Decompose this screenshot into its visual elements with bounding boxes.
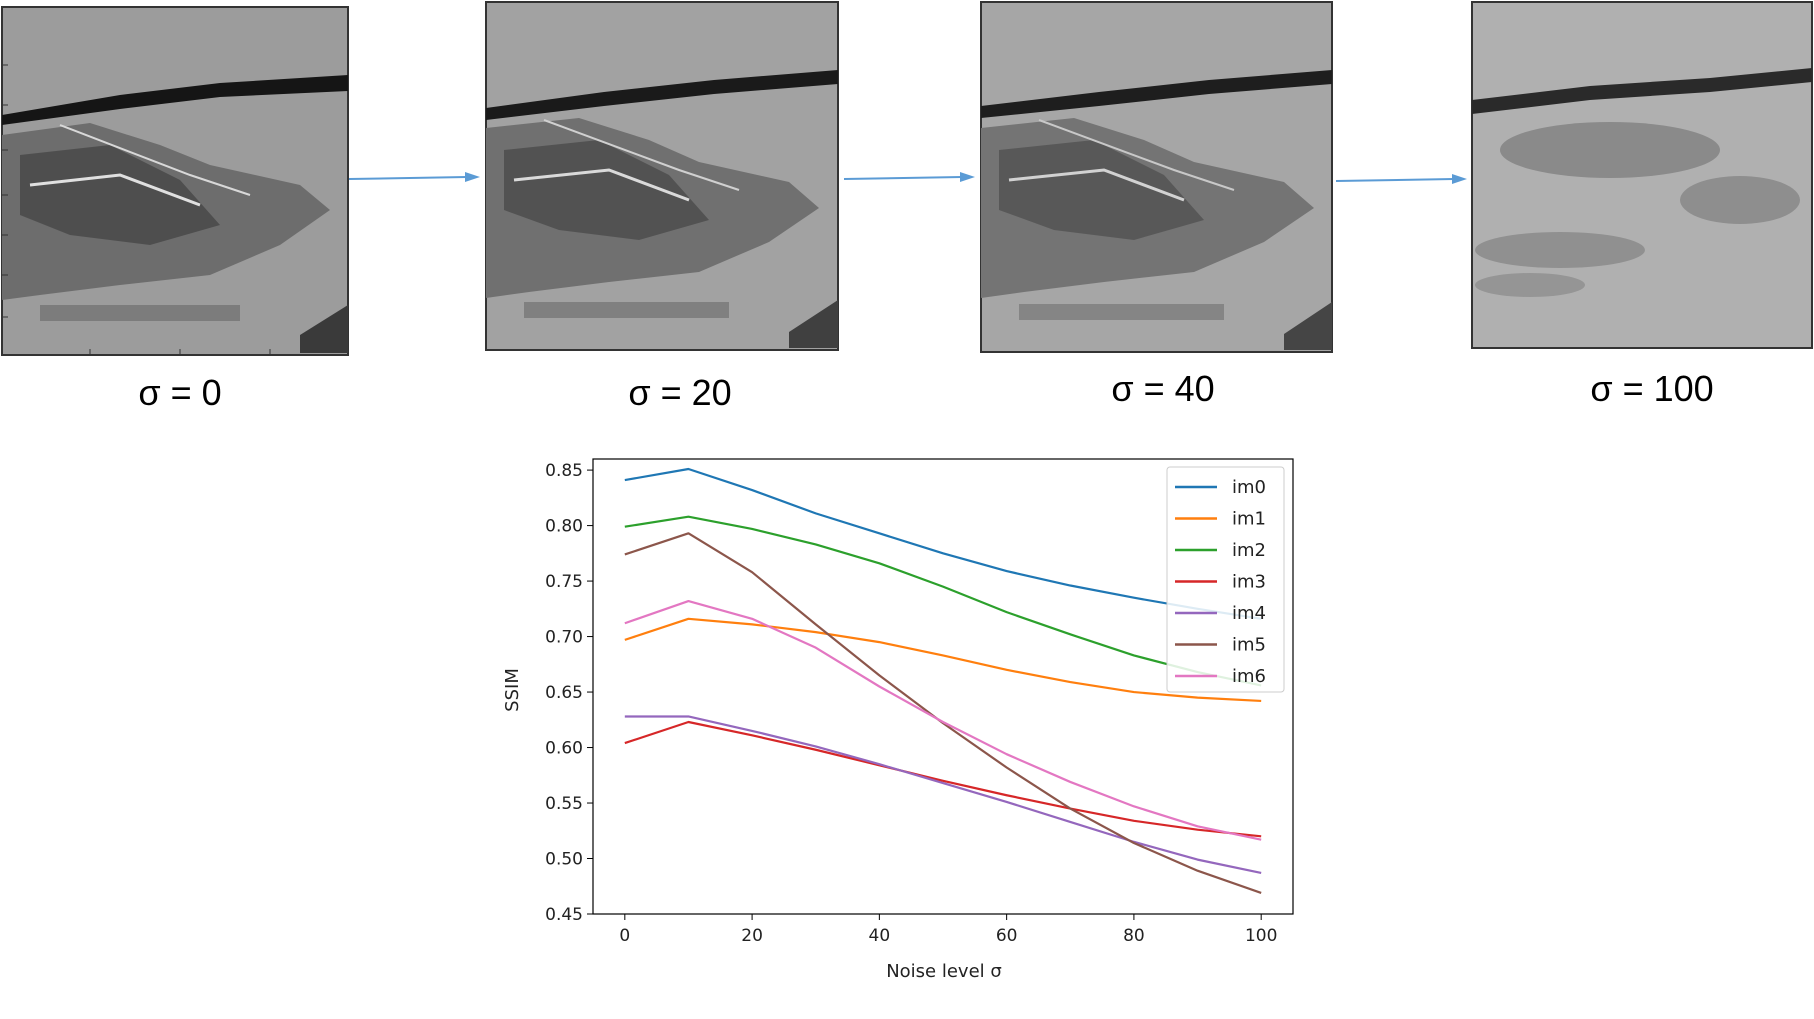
image-panel-sigma-40 — [979, 0, 1334, 354]
arrow-3 — [1335, 174, 1467, 184]
image-panel-sigma-100 — [1470, 0, 1814, 350]
y-tick-label: 0.45 — [545, 905, 583, 925]
x-tick-label: 20 — [741, 926, 763, 946]
legend-label-im1: im1 — [1232, 509, 1266, 530]
sigma-0-image — [1, 6, 349, 356]
legend-label-im4: im4 — [1232, 603, 1266, 624]
sigma-40-image — [980, 1, 1333, 353]
y-tick-label: 0.85 — [545, 461, 583, 481]
series-line-im6 — [624, 599, 1262, 841]
y-tick-label: 0.50 — [545, 850, 583, 870]
series-line-im5 — [624, 532, 1262, 894]
x-tick-label: 60 — [996, 926, 1018, 946]
y-tick-label: 0.80 — [545, 517, 583, 537]
x-tick-label: 40 — [869, 926, 891, 946]
series-line-im4 — [624, 715, 1262, 875]
x-tick-label: 0 — [619, 926, 630, 946]
y-tick-label: 0.70 — [545, 628, 583, 648]
series-line-im0 — [624, 467, 1262, 620]
arrow-2 — [843, 172, 975, 182]
legend-label-im6: im6 — [1232, 666, 1266, 687]
y-tick-label: 0.65 — [545, 683, 583, 703]
image-panel-sigma-20 — [484, 0, 840, 352]
sigma-100-image — [1471, 1, 1813, 349]
sigma-20-image — [485, 1, 839, 351]
arrow-1 — [348, 172, 480, 182]
y-tick-label: 0.75 — [545, 572, 583, 592]
x-axis-label: Noise level σ — [886, 961, 1002, 982]
x-tick-label: 80 — [1123, 926, 1145, 946]
legend-label-im3: im3 — [1232, 572, 1266, 593]
series-line-im1 — [624, 617, 1262, 703]
series-line-im3 — [624, 720, 1262, 838]
panel-caption-sigma-20: σ = 20 — [628, 372, 732, 413]
y-tick-label: 0.60 — [545, 739, 583, 759]
series-line-im2 — [624, 515, 1262, 687]
plot-frame — [592, 458, 1294, 915]
legend-label-im2: im2 — [1232, 540, 1266, 561]
panel-caption-sigma-100: σ = 100 — [1590, 368, 1714, 409]
legend-label-im5: im5 — [1232, 635, 1266, 656]
panel-caption-sigma-0: σ = 0 — [138, 372, 222, 413]
y-axis-label: SSIM — [502, 668, 523, 712]
legend-box — [1166, 466, 1285, 693]
image-panel-sigma-0 — [0, 5, 350, 357]
panel-caption-sigma-40: σ = 40 — [1111, 368, 1215, 409]
x-tick-label: 100 — [1245, 926, 1277, 946]
y-tick-label: 0.55 — [545, 794, 583, 814]
legend-label-im0: im0 — [1232, 477, 1266, 498]
